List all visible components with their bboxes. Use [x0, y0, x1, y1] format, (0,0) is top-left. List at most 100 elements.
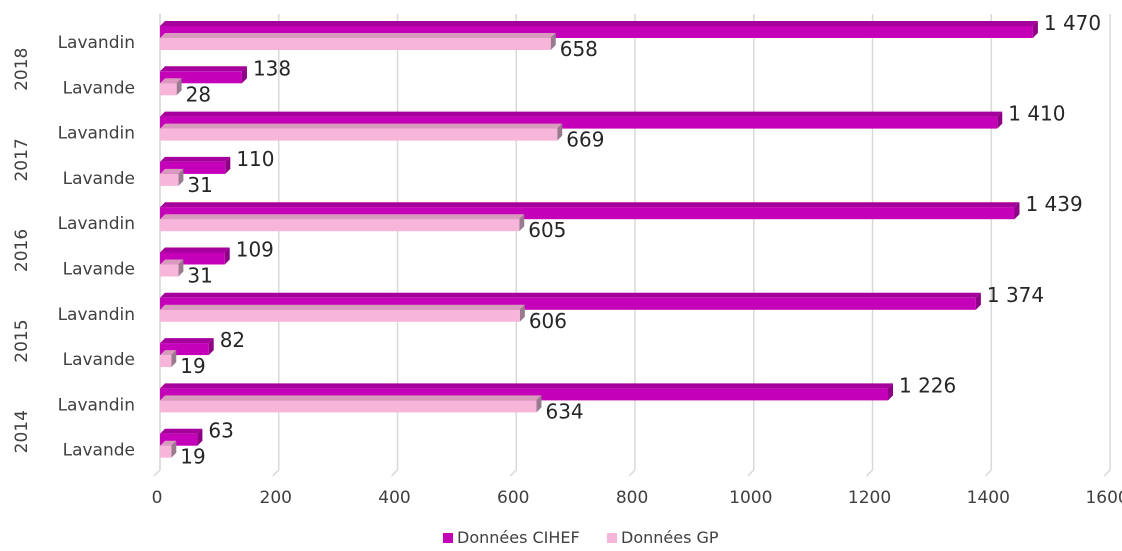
bar-top-face	[160, 202, 1020, 208]
x-tick-label: 0	[152, 488, 163, 508]
bar-front-face	[160, 83, 177, 96]
category-label: Lavandin	[58, 395, 135, 415]
bar-top-face	[160, 338, 214, 344]
bar-side-face	[176, 78, 182, 96]
bar	[160, 33, 556, 50]
x-tick-label: 1200	[848, 488, 891, 508]
category-label: Lavande	[63, 350, 135, 370]
bar-top-face	[160, 247, 230, 253]
gridline-foot	[984, 469, 992, 477]
bar-side-face	[1014, 202, 1020, 220]
bar-top-face	[160, 304, 525, 310]
bar-top-face	[160, 33, 556, 38]
category-label: Lavandin	[58, 305, 135, 325]
bar-top-face	[160, 350, 177, 356]
data-label-cihef: 1 439	[1025, 192, 1082, 216]
bar	[160, 395, 542, 413]
bar-side-face	[241, 66, 247, 84]
bar-top-face	[160, 214, 525, 220]
data-label-gp: 19	[180, 354, 205, 378]
bar-top-face	[160, 111, 1003, 117]
gridline-foot	[153, 469, 161, 477]
gridline-foot	[509, 469, 517, 477]
data-label-cihef: 1 374	[987, 283, 1044, 307]
gridline-foot	[390, 469, 399, 477]
bar-side-face	[178, 168, 184, 186]
bar-top-face	[160, 66, 247, 72]
data-label-gp: 605	[528, 218, 566, 242]
year-label: 2017	[12, 138, 32, 181]
gridline-foot	[866, 469, 874, 477]
bar-front-face	[160, 128, 558, 141]
data-label-cihef: 109	[236, 238, 274, 262]
bar-front-face	[160, 400, 537, 413]
bar-front-face	[160, 309, 520, 322]
bar-side-face	[197, 428, 203, 446]
data-label-cihef: 110	[236, 147, 274, 171]
x-tick-label: 800	[616, 488, 648, 508]
bar-front-face	[160, 219, 520, 232]
legend-label: Données CIHEF	[457, 528, 580, 547]
bar-top-face	[160, 123, 563, 129]
gridline-foot	[272, 469, 280, 477]
bar-front-face	[160, 173, 179, 186]
gridline-foot	[628, 469, 636, 477]
bar	[160, 350, 177, 368]
data-label-gp: 669	[566, 128, 604, 152]
bar	[160, 123, 563, 141]
year-label: 2016	[12, 229, 32, 272]
bar-top-face	[160, 168, 184, 174]
bar	[160, 214, 525, 232]
bar	[160, 304, 525, 322]
bar-top-face	[160, 440, 177, 446]
data-label-cihef: 138	[253, 56, 291, 80]
bar-side-face	[208, 338, 214, 356]
category-label: Lavande	[63, 169, 135, 189]
bar-side-face	[224, 247, 230, 265]
year-label: 2018	[12, 48, 32, 91]
data-label-gp: 28	[186, 82, 211, 106]
data-label-gp: 634	[545, 399, 583, 423]
bar-side-face	[178, 259, 184, 277]
bar-side-face	[225, 156, 231, 174]
data-label-cihef: 1 470	[1044, 11, 1101, 35]
year-label: 2014	[12, 410, 32, 453]
data-label-gp: 658	[560, 37, 598, 61]
bar-top-face	[160, 156, 231, 162]
bars	[160, 21, 1038, 458]
bar-top-face	[160, 292, 981, 298]
legend-swatch	[443, 533, 453, 543]
bar-side-face	[1032, 21, 1038, 38]
bar-top-face	[160, 395, 542, 401]
x-tick-label: 1400	[967, 488, 1010, 508]
category-label: Lavande	[63, 441, 135, 461]
bar-side-face	[997, 111, 1003, 129]
bar-top-face	[160, 78, 182, 84]
bar	[160, 168, 184, 186]
x-tick-label: 600	[497, 488, 529, 508]
bar	[160, 78, 182, 96]
bar-top-face	[160, 383, 893, 389]
data-label-cihef: 82	[220, 328, 245, 352]
data-label-cihef: 1 410	[1008, 102, 1065, 126]
bar-side-face	[171, 440, 177, 458]
bar-side-face	[536, 395, 542, 413]
x-tick-label: 1600	[1085, 488, 1122, 508]
data-label-gp: 31	[187, 173, 212, 197]
bar-side-face	[519, 304, 525, 322]
bar-side-face	[550, 33, 556, 50]
bar-top-face	[160, 259, 184, 265]
data-label-gp: 31	[187, 264, 212, 288]
category-label: Lavandin	[58, 33, 135, 53]
bar-side-face	[171, 350, 177, 368]
gridline-foot	[747, 469, 755, 477]
axis: 0 200 400 600 800 1000 1200 1400 1600 Lavandin Lav…	[12, 33, 1122, 508]
bar-side-face	[519, 214, 525, 232]
bar-side-face	[975, 292, 981, 310]
legend-swatch	[607, 533, 617, 543]
category-label: Lavandin	[58, 124, 135, 144]
year-label: 2015	[12, 319, 32, 362]
bar-front-face	[160, 355, 172, 368]
bar-front-face	[160, 38, 551, 50]
